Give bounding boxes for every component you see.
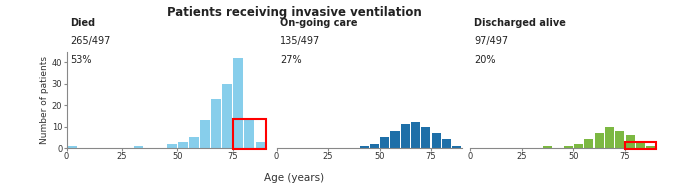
Bar bbox=[564, 146, 573, 148]
Bar bbox=[584, 139, 594, 148]
Text: On-going care: On-going care bbox=[280, 18, 358, 28]
Text: 135/497: 135/497 bbox=[280, 36, 321, 46]
Bar bbox=[370, 144, 379, 148]
Bar bbox=[200, 120, 210, 148]
Bar bbox=[411, 122, 420, 148]
Bar bbox=[233, 58, 243, 148]
Bar bbox=[380, 137, 389, 148]
Bar bbox=[432, 133, 441, 148]
Bar bbox=[595, 133, 604, 148]
Text: 27%: 27% bbox=[280, 55, 302, 65]
Bar bbox=[574, 144, 583, 148]
Bar bbox=[421, 127, 430, 148]
Text: 265/497: 265/497 bbox=[71, 36, 111, 46]
Bar bbox=[223, 84, 232, 148]
Bar bbox=[256, 142, 265, 148]
Text: Patients receiving invasive ventilation: Patients receiving invasive ventilation bbox=[167, 6, 421, 18]
Bar bbox=[615, 131, 624, 148]
Bar bbox=[636, 142, 645, 148]
Bar bbox=[605, 127, 614, 148]
Text: 97/497: 97/497 bbox=[474, 36, 508, 46]
Bar bbox=[360, 146, 369, 148]
Bar bbox=[401, 125, 410, 148]
Bar bbox=[134, 146, 143, 148]
Bar bbox=[442, 139, 451, 148]
Text: 53%: 53% bbox=[71, 55, 92, 65]
Bar bbox=[626, 135, 635, 148]
Bar bbox=[232, 119, 266, 149]
Bar bbox=[646, 146, 655, 148]
Bar bbox=[211, 99, 221, 148]
Bar bbox=[391, 131, 400, 148]
Bar bbox=[167, 144, 176, 148]
Bar bbox=[244, 120, 254, 148]
Bar bbox=[189, 137, 199, 148]
Bar bbox=[452, 146, 461, 148]
Bar bbox=[178, 142, 188, 148]
Text: 20%: 20% bbox=[474, 55, 496, 65]
Bar bbox=[67, 146, 77, 148]
Text: Died: Died bbox=[71, 18, 96, 28]
Y-axis label: Number of patients: Number of patients bbox=[40, 56, 49, 144]
Bar bbox=[543, 146, 552, 148]
Text: Discharged alive: Discharged alive bbox=[474, 18, 566, 28]
Bar bbox=[625, 142, 656, 149]
Text: Age (years): Age (years) bbox=[264, 173, 324, 183]
